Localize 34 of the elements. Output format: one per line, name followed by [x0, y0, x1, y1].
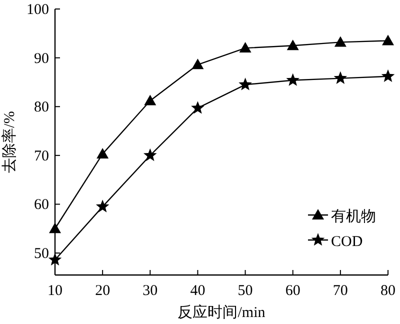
x-axis-title: 反应时间/min [178, 304, 266, 321]
point [143, 148, 157, 162]
x-tick-label: 30 [142, 283, 158, 299]
x-tick-label: 70 [332, 283, 348, 299]
point [286, 40, 299, 50]
legend-label: 有机物 [331, 208, 376, 225]
y-axis-title: 去除率/% [1, 111, 18, 173]
point [96, 148, 109, 158]
point [49, 222, 61, 234]
x-tick-label: 60 [285, 283, 300, 299]
point [192, 58, 204, 70]
point [381, 69, 395, 82]
y-tick-label: 80 [34, 100, 49, 116]
point [286, 73, 300, 86]
x-tick-label: 10 [48, 283, 62, 299]
x-tick-label: 20 [95, 283, 110, 299]
y-tick-label: 70 [34, 148, 49, 164]
y-tick-label: 100 [26, 2, 49, 18]
point [48, 252, 62, 266]
x-tick-label: 40 [190, 283, 206, 299]
point [238, 78, 252, 90]
point [144, 94, 156, 106]
x-tick-label: 50 [238, 283, 253, 299]
point [239, 42, 252, 53]
legend-label: COD [331, 234, 363, 250]
y-tick-label: 60 [34, 197, 49, 214]
x-tick-label: 80 [380, 283, 396, 299]
point [334, 36, 346, 47]
point [334, 71, 348, 84]
y-tick-label: 90 [34, 50, 49, 67]
y-tick-label: 50 [34, 246, 49, 262]
point [382, 34, 394, 46]
point [191, 101, 204, 114]
point [96, 200, 110, 212]
